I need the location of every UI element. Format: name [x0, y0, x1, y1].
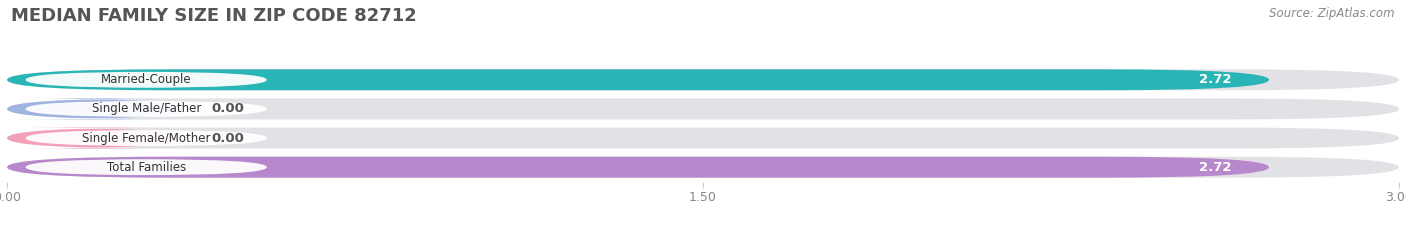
Text: Married-Couple: Married-Couple — [101, 73, 191, 86]
Text: 0.00: 0.00 — [211, 132, 245, 144]
FancyBboxPatch shape — [7, 157, 1399, 178]
Text: Single Male/Father: Single Male/Father — [91, 103, 201, 115]
FancyBboxPatch shape — [7, 69, 1270, 90]
Text: 0.00: 0.00 — [211, 103, 245, 115]
FancyBboxPatch shape — [7, 69, 1399, 90]
Text: Single Female/Mother: Single Female/Mother — [82, 132, 211, 144]
FancyBboxPatch shape — [7, 128, 183, 149]
FancyBboxPatch shape — [25, 101, 267, 117]
FancyBboxPatch shape — [7, 98, 1399, 119]
FancyBboxPatch shape — [25, 72, 267, 88]
Text: Source: ZipAtlas.com: Source: ZipAtlas.com — [1270, 7, 1395, 20]
Text: 2.72: 2.72 — [1199, 161, 1232, 174]
FancyBboxPatch shape — [7, 98, 183, 119]
Text: Total Families: Total Families — [107, 161, 186, 174]
Text: MEDIAN FAMILY SIZE IN ZIP CODE 82712: MEDIAN FAMILY SIZE IN ZIP CODE 82712 — [11, 7, 418, 25]
FancyBboxPatch shape — [25, 159, 267, 175]
FancyBboxPatch shape — [7, 157, 1270, 178]
FancyBboxPatch shape — [25, 130, 267, 146]
FancyBboxPatch shape — [7, 128, 1399, 149]
Text: 2.72: 2.72 — [1199, 73, 1232, 86]
